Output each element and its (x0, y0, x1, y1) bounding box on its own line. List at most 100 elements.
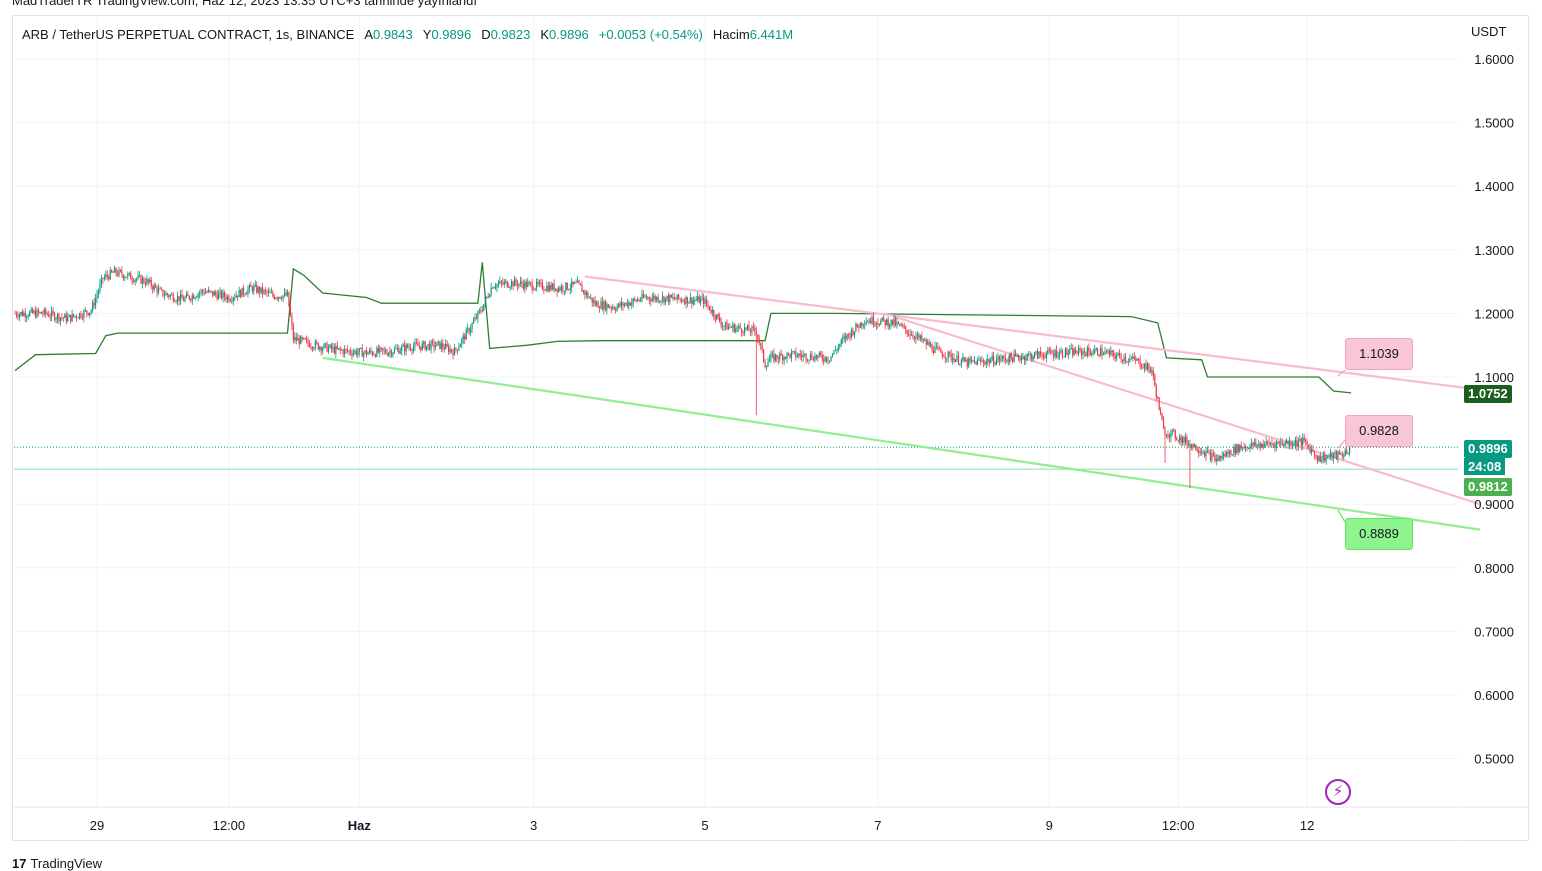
candle-body (1242, 447, 1244, 449)
candle-body (73, 313, 75, 317)
candle-body (1246, 446, 1248, 449)
candle-body (212, 290, 214, 296)
candle-body (250, 285, 252, 288)
candle-body (818, 352, 820, 356)
candle-body (855, 323, 857, 332)
candle-body (188, 295, 190, 300)
candle-body (820, 352, 822, 356)
candle-body (1290, 441, 1292, 446)
candle-body (238, 290, 240, 298)
candle-body (1253, 442, 1255, 446)
candle-body (270, 292, 272, 294)
candle-body (248, 285, 250, 290)
candle-body (462, 335, 464, 339)
candle-body (1305, 440, 1307, 442)
candle-body (566, 282, 568, 290)
candle-body (344, 349, 346, 355)
flash-icon[interactable]: ⚡ (1325, 779, 1351, 805)
candle-body (1091, 353, 1093, 355)
candle-body (1085, 352, 1087, 356)
candle-body (29, 311, 31, 317)
candle-body (487, 296, 489, 298)
candle-body (1149, 368, 1151, 373)
candle-body (455, 347, 457, 350)
candle-body (407, 344, 409, 348)
candle-body (426, 345, 428, 350)
candle-body (1319, 455, 1321, 462)
candle-body (515, 279, 517, 284)
candle-body (853, 331, 856, 336)
candle-body (1107, 350, 1109, 352)
support-trendline (322, 356, 1481, 531)
candle-body (295, 337, 297, 341)
candle-body (1120, 355, 1122, 360)
candle-body (811, 354, 813, 360)
candle-body (918, 334, 920, 339)
symbol-name[interactable]: ARB / TetherUS PERPETUAL CONTRACT, 1s, B… (22, 27, 355, 42)
candle-body (562, 286, 564, 291)
candle-body (1243, 447, 1245, 449)
mid-trendline-callout[interactable]: 0.9828 (1345, 415, 1413, 447)
candle-body (1083, 351, 1086, 353)
candle-body (52, 310, 54, 314)
indicator-line (14, 262, 1352, 394)
candle-body (1099, 348, 1102, 356)
time-tick-label: 12 (1300, 818, 1314, 833)
candle-body (1316, 456, 1318, 461)
candle-body (1075, 349, 1077, 354)
candle-body (1233, 446, 1235, 455)
support-callout[interactable]: 0.8889 (1345, 518, 1413, 550)
candle-body (673, 297, 675, 299)
candle-body (471, 323, 473, 330)
time-tick-label: Haz (348, 818, 372, 833)
candle-body (112, 272, 114, 273)
candle-body (67, 317, 69, 322)
candle-body (1215, 458, 1217, 461)
candle-body (124, 277, 126, 279)
candle-body (560, 286, 563, 291)
candle-body (872, 316, 875, 325)
candle-body (1287, 440, 1289, 445)
candle-body (1259, 443, 1261, 448)
resistance-callout[interactable]: 1.1039 (1345, 338, 1413, 370)
candle-body (298, 338, 300, 345)
candle-body (938, 348, 941, 350)
candle-body (1123, 357, 1125, 362)
price-tick-label: 1.1000 (1474, 370, 1514, 385)
candle-body (688, 301, 690, 304)
candle-body (411, 349, 413, 351)
candle-body (240, 290, 242, 298)
candle-body (808, 359, 810, 361)
price-tick-label: 1.5000 (1474, 116, 1514, 131)
candle-body (875, 323, 878, 325)
candle-body (916, 334, 919, 337)
candle-body (346, 349, 349, 352)
candle-body (399, 350, 401, 354)
candle-body (172, 294, 174, 301)
candle-body (1079, 348, 1081, 350)
mid-trendline (893, 315, 1481, 506)
candle-body (758, 338, 760, 344)
candle-body (659, 301, 661, 302)
price-tick-label: 0.9000 (1474, 497, 1514, 512)
candle-body (533, 289, 535, 291)
candle-body (418, 346, 420, 347)
candle-body (1145, 364, 1147, 370)
high-label: Y (422, 27, 432, 42)
candle-body (617, 303, 620, 307)
candle-body (1048, 349, 1050, 351)
candle-body (468, 328, 470, 333)
currency-label[interactable]: USDT (1471, 24, 1507, 39)
candle-body (84, 310, 86, 312)
candle-body (414, 342, 416, 347)
candle-body (763, 349, 765, 361)
candle-body (930, 344, 932, 347)
candle-body (1023, 356, 1025, 361)
candle-body (282, 295, 284, 300)
candle-body (946, 358, 948, 359)
candle-body (804, 354, 806, 355)
candle-body (156, 287, 158, 293)
candle-body (714, 316, 716, 320)
candle-body (1032, 357, 1034, 360)
